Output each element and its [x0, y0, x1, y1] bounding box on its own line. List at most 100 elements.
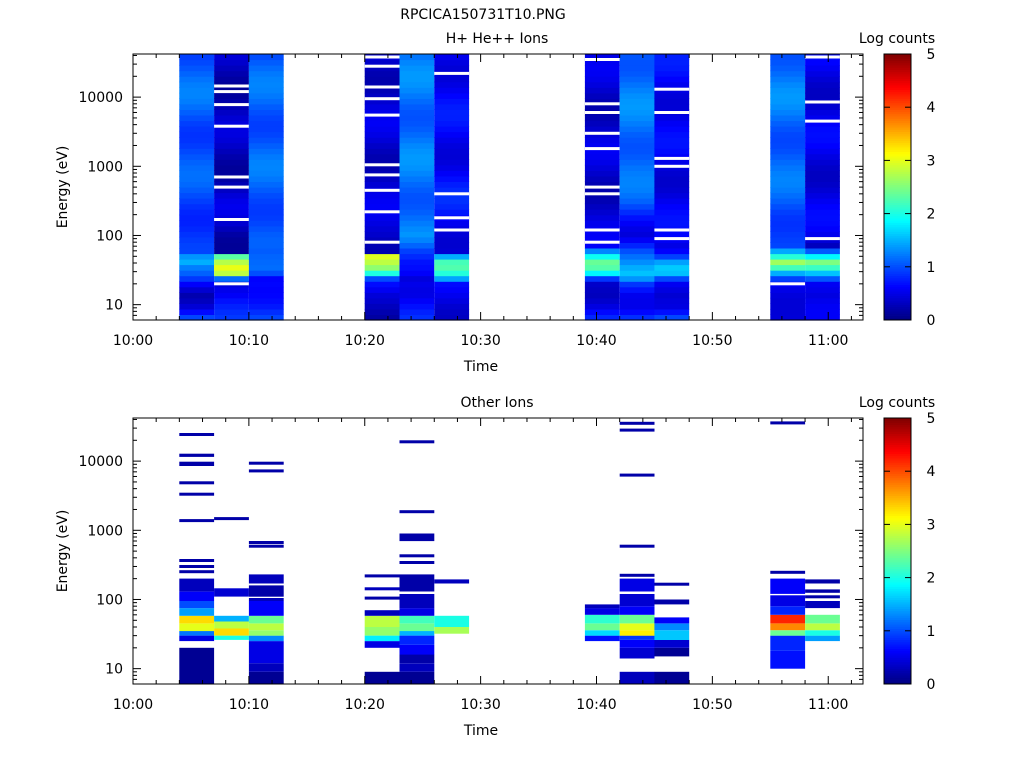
colorbar-segment: [884, 273, 911, 277]
heatmap-cell: [179, 264, 215, 271]
heatmap-cell: [214, 286, 249, 293]
heatmap-cell: [399, 635, 435, 645]
heatmap-cell: [805, 214, 840, 221]
colorbar-segment: [884, 604, 911, 607]
heatmap-cell: [770, 578, 806, 594]
colorbar-segment: [884, 82, 911, 86]
heatmap-cell: [179, 115, 215, 122]
heatmap-cell: [434, 65, 470, 72]
heatmap-cell: [584, 142, 620, 149]
colorbar-tick-label: 4: [927, 100, 936, 116]
colorbar-segment: [884, 251, 911, 254]
heatmap-cell: [399, 671, 435, 684]
heatmap-cell: [434, 164, 470, 171]
heatmap-cell: [399, 264, 435, 271]
heatmap-cell: [619, 606, 655, 615]
heatmap-cell: [248, 225, 284, 232]
heatmap-cell: [434, 303, 470, 310]
heatmap-cell: [584, 292, 620, 299]
colorbar-segment: [884, 464, 911, 468]
colorbar-segment: [884, 462, 911, 465]
heatmap-cell: [214, 220, 249, 227]
time-column: [214, 54, 249, 321]
heatmap-cell: [248, 220, 284, 227]
heatmap-cell: [770, 192, 806, 199]
heatmap-cell: [654, 148, 690, 155]
heatmap-cell: [654, 59, 690, 66]
colorbar-segment: [884, 546, 911, 550]
colorbar-segment: [884, 579, 911, 583]
heatmap-cell: [434, 242, 470, 249]
heatmap-cell: [248, 259, 284, 266]
heatmap-cell: [619, 142, 655, 149]
colorbar-segment: [884, 557, 911, 561]
heatmap-cell: [770, 175, 806, 182]
heatmap-cell: [364, 142, 400, 149]
colorbar-segment: [884, 109, 911, 113]
heatmap-cell: [399, 297, 435, 304]
colorbar-segment: [884, 284, 911, 288]
colorbar-segment: [884, 182, 911, 186]
colorbar-segment: [884, 659, 911, 663]
heatmap-cell: [248, 641, 284, 664]
y-tick-label: 1000: [87, 159, 123, 175]
x-tick-label: 10:10: [229, 333, 269, 349]
colorbar-segment: [884, 655, 911, 658]
heatmap-cell: [179, 297, 215, 304]
heatmap-cell: [805, 148, 840, 155]
time-column: [805, 54, 840, 321]
colorbar-segment: [884, 286, 911, 290]
heatmap-cell: [399, 231, 435, 238]
heatmap-cell: [584, 153, 620, 160]
heatmap-cell: [399, 159, 435, 166]
colorbar-segment: [884, 484, 911, 488]
heatmap-cell: [434, 59, 470, 66]
heatmap-cell: [399, 209, 435, 216]
colorbar-segment: [884, 466, 911, 470]
heatmap-cell: [399, 164, 435, 171]
empty-bin: [654, 156, 690, 160]
heatmap-cell: [179, 148, 215, 155]
heatmap-cell: [248, 209, 284, 216]
colorbar-segment: [884, 564, 911, 567]
heatmap-cell: [399, 109, 435, 116]
colorbar-segment: [884, 98, 911, 101]
heatmap-cell: [214, 126, 249, 133]
heatmap-cell: [584, 70, 620, 77]
heatmap-cell: [434, 286, 470, 293]
heatmap-cell: [364, 192, 400, 199]
heatmap-cell: [399, 59, 435, 66]
heatmap-cell: [619, 264, 655, 271]
colorbar-segment: [884, 442, 911, 445]
heatmap-cell: [805, 614, 840, 624]
heatmap-cell: [179, 54, 215, 61]
heatmap-cell: [584, 614, 620, 624]
heatmap-cell: [770, 623, 806, 631]
colorbar-segment: [884, 588, 911, 592]
heatmap-cell: [214, 153, 249, 160]
heatmap-cell: [584, 164, 620, 171]
heatmap-cell: [434, 170, 470, 177]
heatmap-cell: [584, 259, 620, 266]
colorbar-segment: [884, 198, 911, 201]
heatmap-cell: [654, 175, 690, 182]
heatmap-cell: [364, 303, 400, 310]
heatmap-cell: [434, 126, 470, 133]
empty-bin: [805, 119, 840, 123]
heatmap-cells: [179, 54, 840, 321]
heatmap-cell: [248, 297, 284, 304]
heatmap-cell: [654, 292, 690, 299]
heatmap-cell: [619, 76, 655, 83]
colorbar-tick-label: 1: [927, 624, 936, 640]
heatmap-cell: [584, 115, 620, 122]
heatmap-cell: [584, 604, 620, 609]
colorbar-segment: [884, 555, 911, 559]
heatmap-cell: [619, 231, 655, 238]
heatmap-cell: [584, 236, 620, 243]
time-column: [399, 54, 435, 321]
heatmap-cell: [584, 209, 620, 216]
colorbar-segment: [884, 539, 911, 543]
heatmap-cell: [619, 292, 655, 299]
empty-bin: [364, 163, 400, 167]
